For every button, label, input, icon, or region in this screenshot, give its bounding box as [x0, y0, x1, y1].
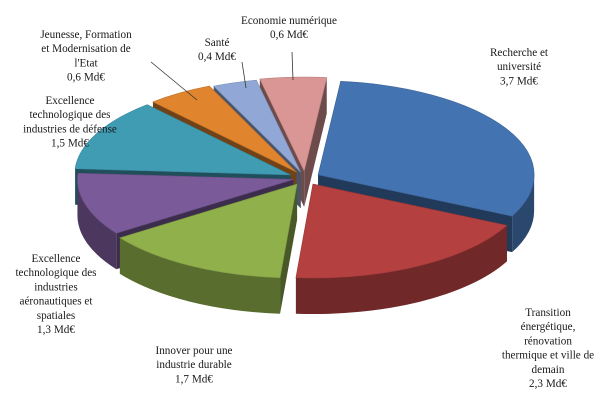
slice-label-line: spatiales [37, 310, 76, 322]
pie-slice-3 [77, 172, 294, 234]
leader-line [241, 61, 247, 89]
slice-label-line: 1,5 Md€ [51, 138, 89, 150]
slice-labels: Recherche et université 3,7 Md€ Transition é… [15, 15, 594, 390]
pie-slice-5 [152, 85, 297, 173]
slice-label-line: université [497, 61, 541, 73]
slice-wall [304, 77, 327, 208]
slice-label-line: 0,6 Md€ [270, 29, 308, 41]
slice-side [77, 179, 117, 270]
slice-label-line: 2,3 Md€ [529, 378, 567, 390]
slice-label-3: Excellence technologique des industries aér… [15, 253, 96, 336]
slice-label-5: Jeunesse, Formation et Modernisation de l'… [40, 29, 132, 84]
pie-tops [74, 76, 535, 279]
slice-label-line: 3,7 Md€ [500, 75, 538, 87]
slice-label-line: 0,4 Md€ [198, 51, 236, 63]
leader-line [150, 61, 198, 101]
slice-label-line: l'Etat [74, 57, 98, 69]
slice-label-line: industries de défense [23, 123, 117, 135]
pie-slice-6 [213, 79, 301, 173]
slice-label-1: Transition énergétique, rénovation thermiqu… [502, 307, 594, 390]
slice-label-line: et Modernisation de [41, 43, 131, 55]
slice-label-line: Economie numérique [241, 15, 337, 27]
slice-label-line: demain [532, 364, 565, 376]
slice-label-line: industrie durable [156, 359, 232, 371]
slice-label-2: Innover pour une industrie durable 1,7 Md€ [155, 345, 232, 385]
pie-slice-4 [74, 104, 291, 176]
slice-label-line: Recherche et [490, 47, 549, 59]
slice-label-line: 0,6 Md€ [67, 72, 105, 84]
slice-label-line: énergétique, [521, 321, 576, 333]
slice-label-0: Recherche et université 3,7 Md€ [490, 47, 549, 87]
slice-label-line: technologique des [15, 267, 96, 279]
slice-label-line: aéronautiques et [20, 296, 94, 308]
slice-label-line: rénovation [524, 335, 572, 347]
slice-label-line: technologique des [29, 109, 110, 121]
slice-label-line: industries [34, 281, 78, 293]
slice-label-7: Economie numérique 0,6 Md€ [241, 15, 337, 41]
slice-label-4: Excellence technologique des industries de… [23, 95, 117, 150]
slice-label-line: 1,3 Md€ [37, 324, 75, 336]
slice-side [295, 225, 507, 315]
pie-slice-2 [119, 183, 298, 279]
slice-label-line: Excellence [45, 95, 94, 107]
slice-label-line: Innover pour une [155, 345, 232, 357]
slice-label-line: Jeunesse, Formation [40, 29, 132, 41]
slice-label-line: Excellence [31, 253, 80, 265]
pie-slice-0 [317, 81, 535, 217]
leader-line [291, 51, 294, 81]
slice-label-line: Transition [525, 307, 571, 319]
pie-slice-1 [295, 183, 508, 279]
leader-lines [150, 51, 294, 101]
slice-side [512, 174, 535, 253]
slice-label-line: thermique et ville de [502, 350, 594, 362]
slice-label-line: Santé [205, 37, 230, 49]
slice-label-line: 1,7 Md€ [175, 373, 213, 385]
slice-label-6: Santé 0,4 Md€ [198, 37, 236, 63]
